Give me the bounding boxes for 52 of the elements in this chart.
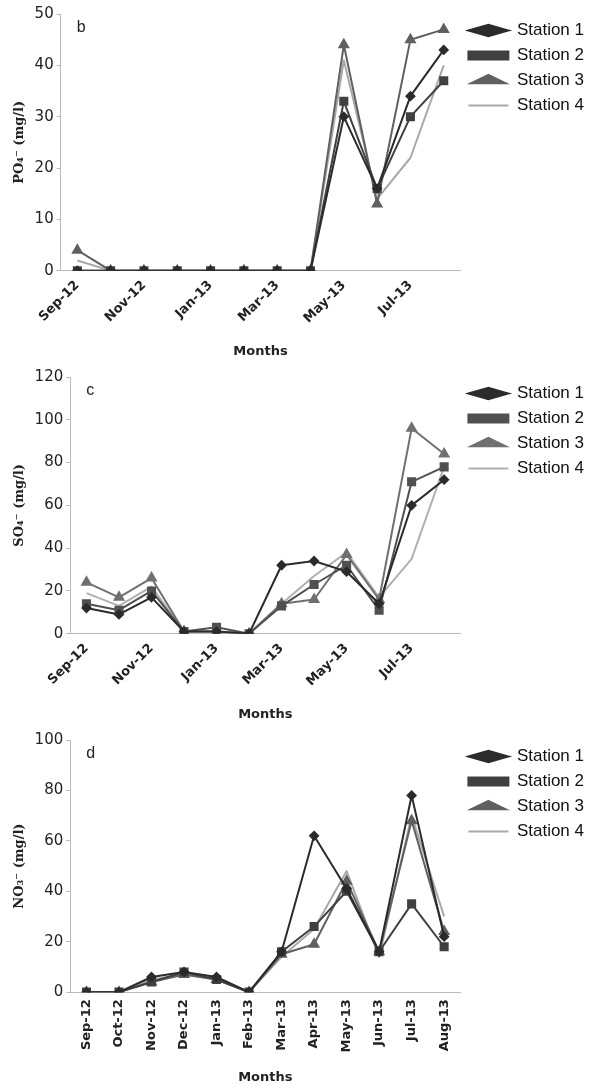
x-tick-label: Apr-13 <box>305 999 321 1049</box>
chart-title: d <box>86 744 96 762</box>
x-tick-label: Nov-12 <box>142 999 158 1051</box>
y-axis-title: PO₄⁻ (mg/l) <box>11 100 27 184</box>
chart-title: c <box>86 381 95 399</box>
y-tick-label: 60 <box>44 495 64 514</box>
x-tick-label: Oct-12 <box>110 999 126 1048</box>
legend-label: Station 3 <box>516 70 585 90</box>
y-tick-label: 20 <box>44 580 64 599</box>
x-tick-label: May-13 <box>337 999 353 1053</box>
y-tick-label: 100 <box>34 729 64 748</box>
y-tick-label: 100 <box>34 409 64 428</box>
chart-title: b <box>76 18 86 36</box>
x-axis-title: Months <box>238 705 293 721</box>
y-tick-label: 80 <box>44 452 64 471</box>
y-tick-label: 0 <box>44 260 54 279</box>
x-axis-title: Months <box>233 342 288 358</box>
x-tick-label: Feb-13 <box>240 999 256 1050</box>
y-tick-label: 80 <box>44 780 64 799</box>
legend-label: Station 1 <box>516 746 585 766</box>
y-tick-label: 10 <box>34 209 54 228</box>
x-tick-label: Aug-13 <box>435 999 451 1052</box>
y-tick-label: 20 <box>44 931 64 950</box>
x-tick-label: Dec-12 <box>175 999 191 1050</box>
legend-label: Station 1 <box>516 20 585 40</box>
legend-label: Station 2 <box>516 771 585 791</box>
y-tick-label: 40 <box>44 538 64 557</box>
y-tick-label: 60 <box>44 830 64 849</box>
legend-label: Station 3 <box>516 433 585 453</box>
y-tick-label: 0 <box>53 982 64 1001</box>
legend-label: Station 1 <box>516 383 585 403</box>
y-tick-label: 20 <box>34 157 54 176</box>
y-tick-label: 40 <box>34 55 54 74</box>
legend-label: Station 4 <box>516 458 585 478</box>
legend-label: Station 2 <box>516 408 585 428</box>
y-tick-label: 50 <box>34 3 54 22</box>
x-tick-label: Jun-13 <box>370 999 386 1047</box>
legend-label: Station 4 <box>516 95 585 115</box>
y-axis-title: NO₃⁻ (mg/l) <box>11 823 27 909</box>
y-tick-label: 40 <box>44 881 64 900</box>
y-tick-label: 30 <box>34 106 54 125</box>
y-tick-label: 0 <box>53 623 64 642</box>
y-axis-title: SO₄⁻ (mg/l) <box>11 464 27 547</box>
x-axis-title: Months <box>238 1068 293 1084</box>
x-tick-label: Mar-13 <box>272 999 288 1051</box>
legend-label: Station 2 <box>516 45 585 65</box>
legend-label: Station 4 <box>516 821 585 841</box>
legend-label: Station 3 <box>516 796 585 816</box>
y-tick-label: 120 <box>34 366 64 385</box>
x-tick-label: Sep-12 <box>77 999 93 1051</box>
x-tick-label: Jul-13 <box>403 999 418 1043</box>
x-tick-label: Jan-13 <box>207 999 223 1047</box>
